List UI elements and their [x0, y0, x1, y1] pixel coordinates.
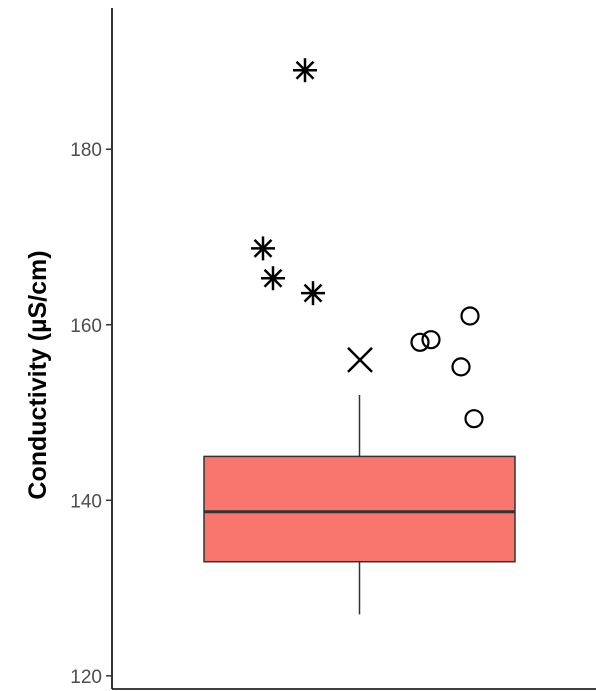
y-tick-label: 160 — [70, 316, 102, 337]
outlier-circle — [464, 409, 484, 429]
y-axis: 120 140 160 180 — [70, 8, 596, 690]
outlier-asterisk — [293, 58, 317, 83]
outlier-circle — [451, 357, 471, 377]
outlier-asterisk — [301, 281, 325, 306]
asterisk-stroke — [253, 239, 273, 258]
plot-marks — [203, 58, 516, 615]
asterisk-stroke — [303, 283, 323, 303]
outlier-circle — [410, 332, 430, 352]
interquartile-box — [203, 455, 516, 563]
outlier-circle — [460, 306, 480, 326]
outlier-asterisk — [261, 266, 285, 291]
mean-marker-stroke — [347, 346, 373, 373]
asterisk-stroke — [263, 268, 283, 288]
mean-marker — [347, 346, 373, 373]
y-tick-label: 180 — [70, 140, 102, 161]
y-axis-title: Conductivity (µS/cm) — [24, 250, 52, 499]
asterisk-stroke — [295, 60, 315, 80]
outlier-circle — [421, 330, 441, 350]
y-tick-label: 120 — [70, 667, 102, 688]
outlier-asterisk — [251, 236, 275, 261]
y-tick-label: 140 — [70, 491, 102, 512]
